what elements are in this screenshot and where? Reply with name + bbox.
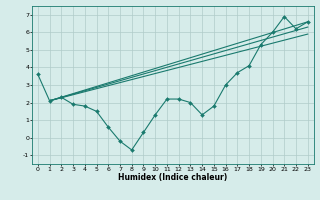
X-axis label: Humidex (Indice chaleur): Humidex (Indice chaleur) xyxy=(118,173,228,182)
